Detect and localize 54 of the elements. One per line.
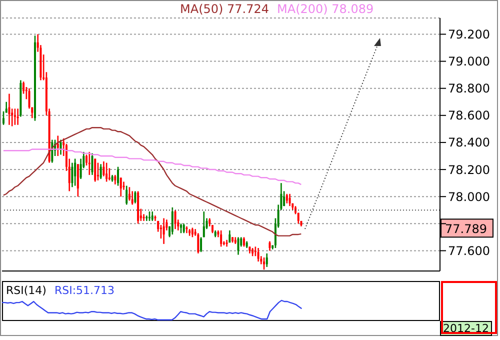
- candlestick: [220, 230, 222, 248]
- series-label: RSI:51.713: [54, 284, 115, 297]
- candlestick: [131, 190, 134, 206]
- y-tick-label: 78.000: [448, 190, 490, 204]
- candlestick: [134, 190, 136, 204]
- candlestick: [2, 110, 4, 126]
- candlestick: [266, 252, 268, 268]
- candlestick: [106, 162, 108, 182]
- y-tick-label: 78.800: [448, 82, 490, 96]
- candlestick: [56, 135, 59, 157]
- candlestick: [151, 210, 154, 222]
- candlestick: [242, 236, 245, 248]
- candlestick: [94, 158, 96, 182]
- candlestick: [182, 222, 185, 234]
- candlestick: [128, 186, 130, 202]
- candlestick: [286, 193, 288, 204]
- candlestick: [91, 152, 94, 176]
- y-tick-label: 77.600: [448, 244, 490, 258]
- candlestick: [28, 88, 30, 110]
- y-tick-label: 78.200: [448, 162, 490, 177]
- text: 2012-12: [440, 321, 492, 336]
- candlestick: [191, 227, 194, 238]
- candlestick: [180, 222, 182, 234]
- candlestick: [228, 230, 231, 244]
- candlestick: [14, 108, 16, 126]
- candlestick: [71, 162, 74, 188]
- y-tick-label: 78.600: [448, 108, 490, 123]
- candlestick: [202, 210, 205, 238]
- text: MA(50) 77.724: [180, 2, 269, 16]
- candlestick: [171, 206, 174, 236]
- candlestick: [197, 232, 200, 254]
- candlestick: [174, 209, 176, 230]
- y-tick-label: 79.000: [448, 54, 490, 69]
- candlestick: [100, 163, 102, 180]
- candlestick: [263, 256, 266, 270]
- text: MA(200) 78.089: [277, 2, 374, 16]
- y-tick-label: 78.400: [448, 136, 490, 150]
- candlestick: [237, 236, 240, 256]
- candlestick: [257, 247, 260, 262]
- chart-title: RSI(14): [6, 284, 46, 297]
- candlestick: [162, 218, 165, 245]
- candlestick: [117, 166, 120, 186]
- candlestick: [74, 158, 76, 186]
- candlestick: [200, 236, 202, 253]
- candlestick: [288, 193, 291, 207]
- y-tick-label: 79.200: [448, 27, 490, 42]
- candlestick: [114, 174, 116, 186]
- candlestick: [8, 93, 10, 126]
- candlestick: [126, 185, 128, 206]
- candlestick: [268, 240, 271, 252]
- candlestick: [96, 162, 99, 182]
- candlestick: [120, 176, 122, 198]
- candlestick: [108, 168, 110, 182]
- text: 77.789: [445, 222, 487, 236]
